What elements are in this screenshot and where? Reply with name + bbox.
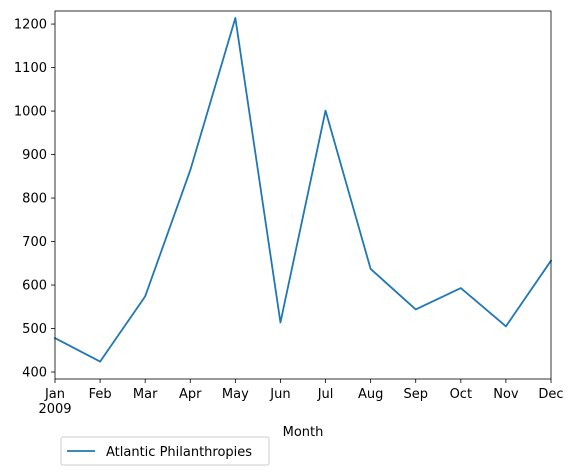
y-tick-label: 700 (22, 235, 47, 250)
x-tick-label: Oct (450, 387, 472, 402)
x-axis-ticks: Jan Feb Mar Apr May Jun Jul Aug Sep Oct Nov Dec (44, 379, 564, 402)
y-tick-label: 1200 (14, 18, 47, 33)
plot-area (55, 11, 551, 379)
x-tick-label: Jul (317, 387, 334, 402)
x-tick-label: Mar (133, 387, 158, 402)
x-axis-title: Month (283, 425, 324, 440)
legend: Atlantic Philanthropies (60, 436, 270, 466)
legend-box (60, 436, 270, 466)
x-tick-label: Dec (538, 387, 563, 402)
y-tick-label: 600 (22, 279, 47, 294)
x-tick-label: Aug (358, 387, 383, 402)
legend-label: Atlantic Philanthropies (106, 445, 252, 460)
y-tick-label: 800 (22, 192, 47, 207)
y-tick-label: 1000 (14, 105, 47, 120)
y-tick-label: 400 (22, 366, 47, 381)
plot-frame (54, 10, 552, 380)
y-tick-label: 900 (22, 148, 47, 163)
x-tick-label: Jun (269, 387, 290, 402)
series-line (53, 17, 553, 363)
x-tick-label: Feb (89, 387, 112, 402)
y-axis-ticks: 400 500 600 700 800 900 1000 1100 1200 (14, 18, 55, 381)
x-axis-year-label: 2009 (38, 402, 71, 417)
x-tick-label: Jan (44, 387, 65, 402)
x-tick-label: Nov (493, 387, 519, 402)
y-tick-label: 500 (22, 322, 47, 337)
y-tick-label: 1100 (14, 61, 47, 76)
x-tick-label: Sep (403, 387, 428, 402)
x-tick-label: May (222, 387, 249, 402)
x-tick-label: Apr (179, 387, 202, 402)
series-layer (53, 17, 553, 363)
